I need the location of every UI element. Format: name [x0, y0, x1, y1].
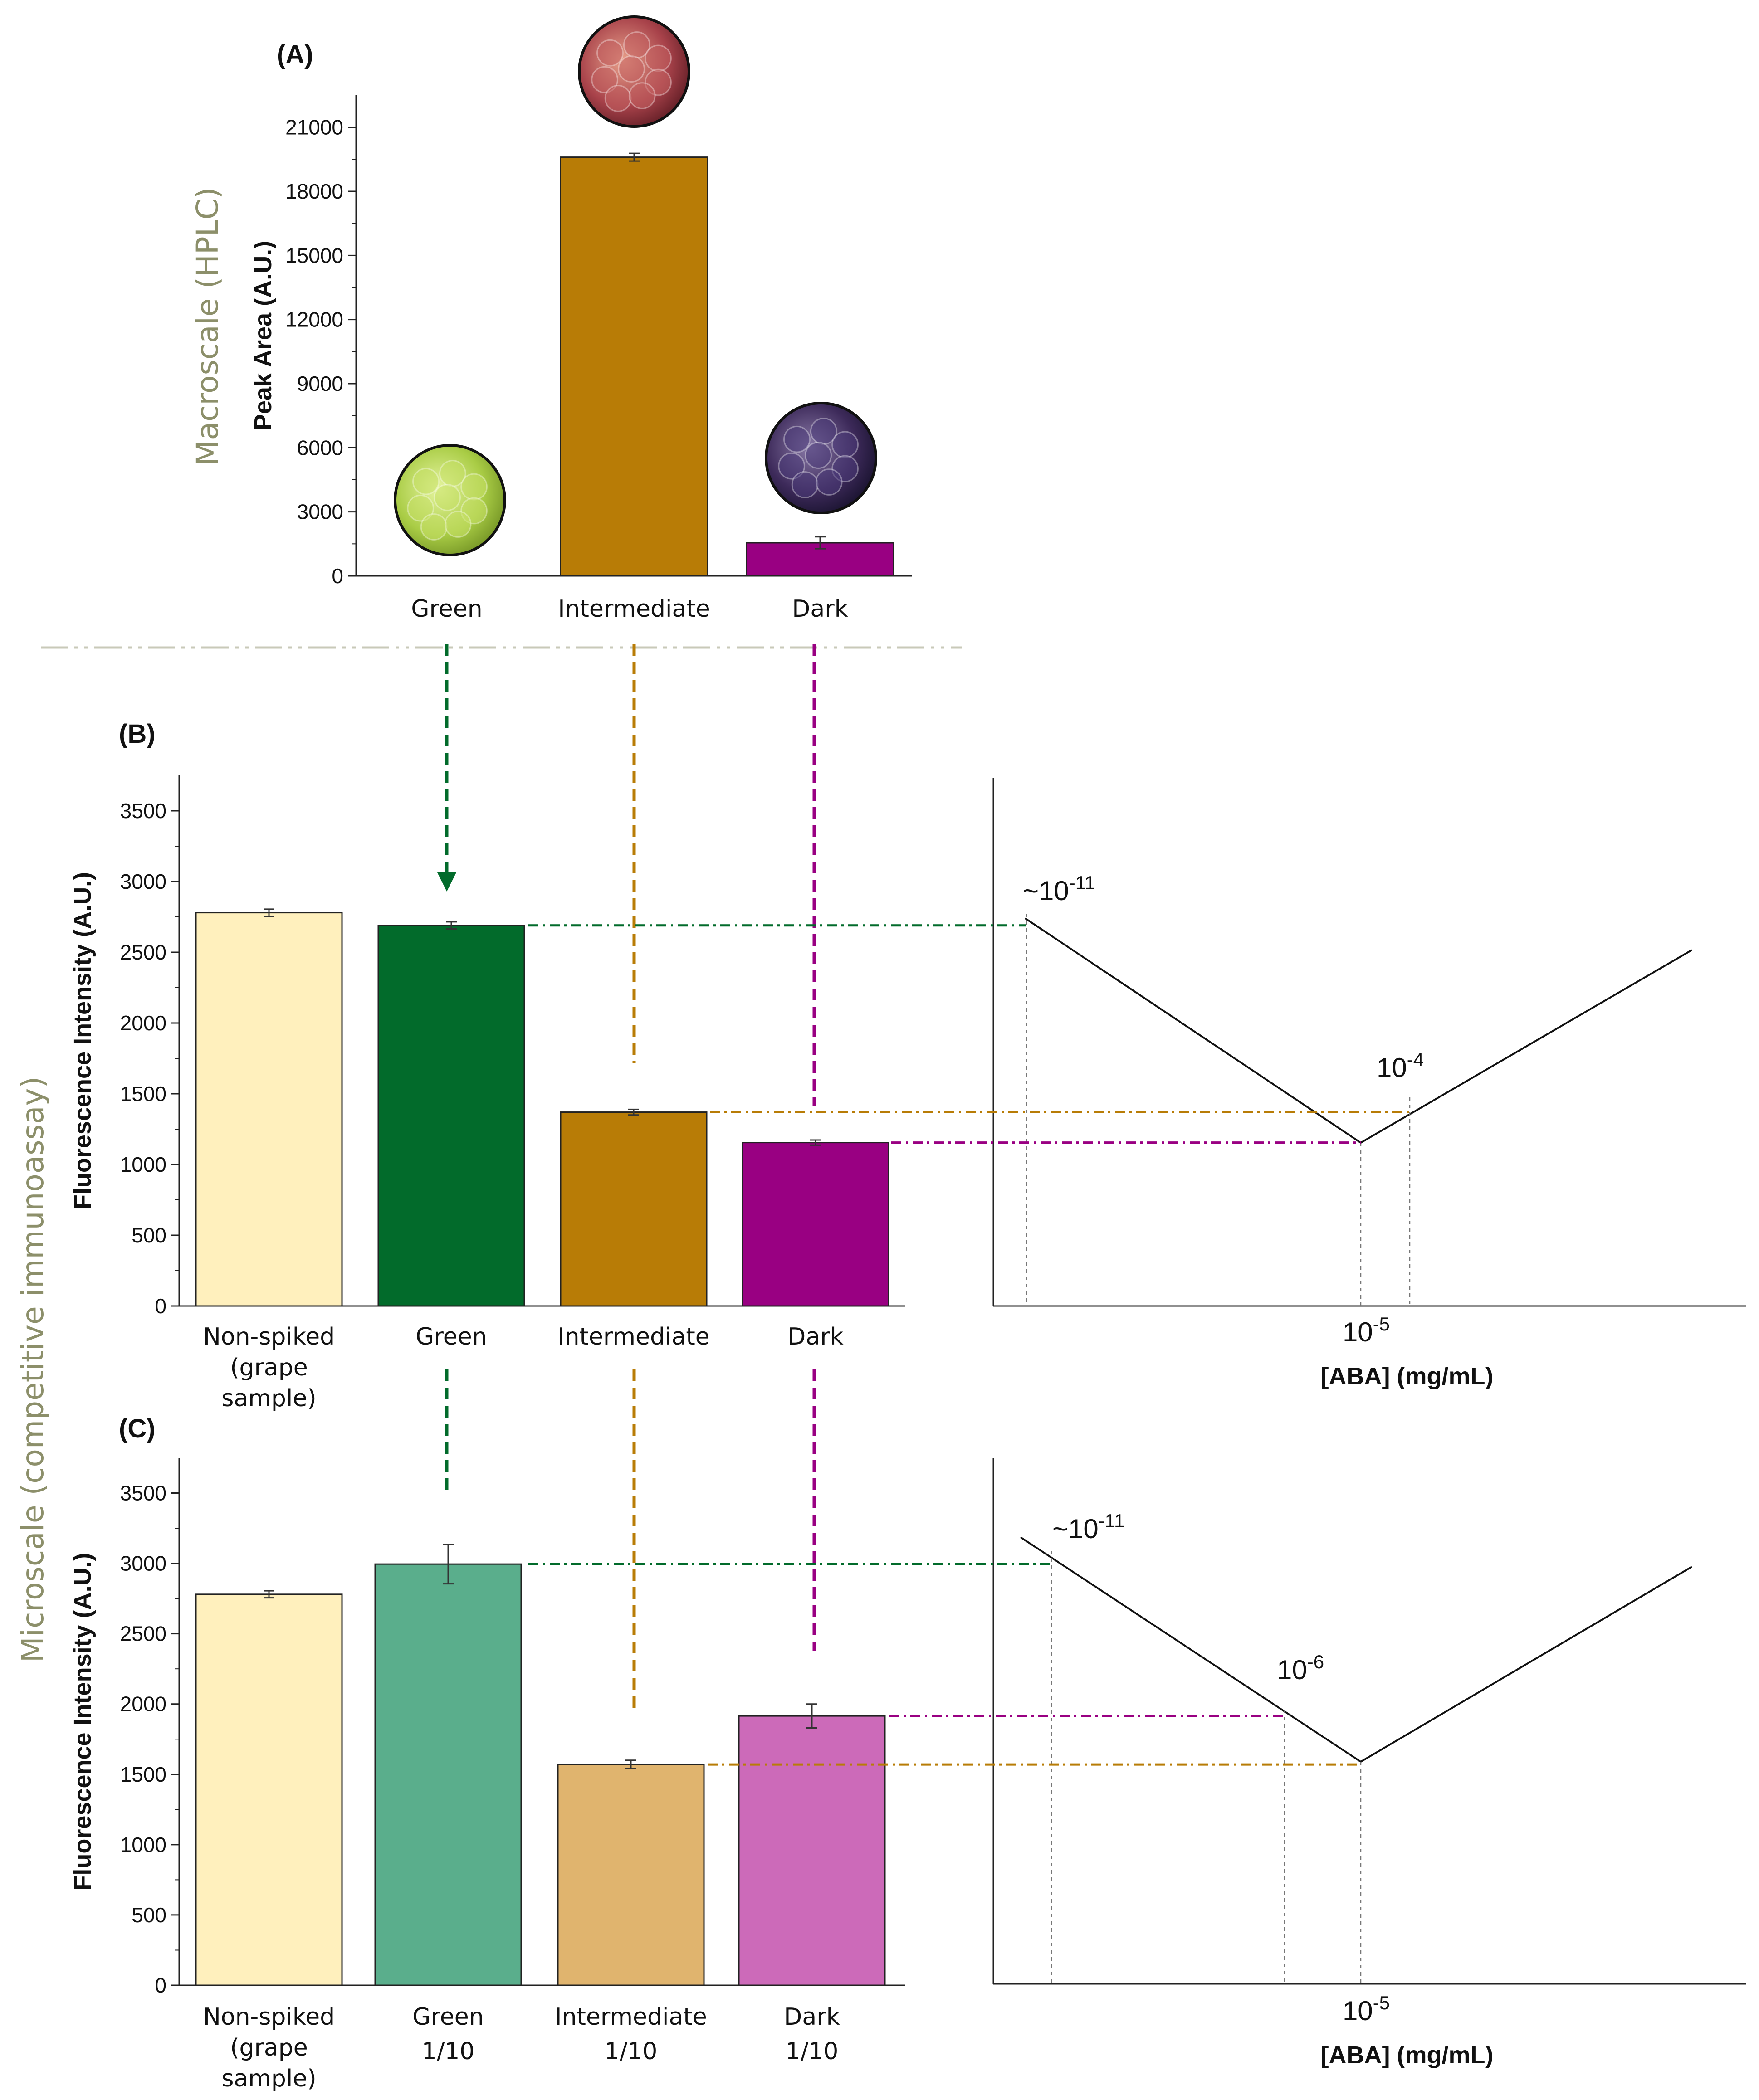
- y-tick-label: 2000: [120, 1011, 166, 1035]
- y-tick-label: 3500: [120, 799, 166, 823]
- grape-berry: [805, 442, 832, 469]
- x-category-label: Green: [411, 595, 482, 623]
- grape-berry: [783, 425, 811, 453]
- x-category-label: 1/10: [422, 2038, 475, 2065]
- curve-x-axis-title: [ABA] (mg/mL): [1321, 1363, 1494, 1390]
- y-tick-label: 3000: [297, 500, 343, 524]
- y-tick-label: 9000: [297, 372, 343, 395]
- connector-lines: [437, 644, 1410, 1766]
- grape-berry: [434, 484, 461, 511]
- panel-b-curve: 10-5 [ABA] (mg/mL) ~10-11 10-4: [992, 778, 1746, 1390]
- y-tick-label: 500: [132, 1903, 166, 1927]
- x-category-label: (grape: [230, 1354, 308, 1381]
- grape-berry: [645, 44, 672, 72]
- curve-x-tick-label: 10-5: [1343, 1313, 1390, 1347]
- grape-berry: [596, 39, 624, 67]
- macroscale-side-label: Macroscale (HPLC): [190, 187, 225, 466]
- y-tick-label: 1000: [120, 1153, 166, 1176]
- x-category-label: 1/10: [605, 2038, 658, 2065]
- grape-berry: [791, 471, 819, 498]
- y-tick-label: 3500: [120, 1481, 166, 1505]
- x-category-label: Dark: [787, 1323, 843, 1350]
- y-tick-label: 2500: [120, 1622, 166, 1646]
- panel-c-chart: 0 500 1000 1500 2000 2500 3000 3500 Fluorescence…: [69, 1414, 905, 2092]
- x-category-label: 1/10: [786, 2038, 839, 2065]
- grape-berry: [831, 431, 859, 458]
- x-category-label: Non-spiked: [203, 2003, 335, 2031]
- y-tick-label: 6000: [297, 436, 343, 459]
- y-tick-label: 1500: [120, 1082, 166, 1106]
- bar: [560, 1111, 708, 1307]
- bar: [742, 1142, 889, 1307]
- panel-b-chart: 0 500 1000 1500 2000 2500 3000 3500 Fluorescence…: [69, 719, 905, 1412]
- x-category-label: Intermediate: [557, 1323, 710, 1350]
- concentration-annotation: 10-4: [1377, 1049, 1424, 1083]
- grape-berry: [628, 82, 656, 109]
- concentration-annotation: ~10-11: [1023, 872, 1095, 906]
- curve-x-tick-label: 10-5: [1343, 1992, 1390, 2026]
- grape-berry: [407, 494, 434, 522]
- y-axis-title: Fluorescence Intensity (A.U.): [69, 1553, 96, 1890]
- x-category-label: Dark: [792, 595, 848, 623]
- x-category-label: Green: [415, 1323, 487, 1350]
- bar: [374, 1563, 522, 1986]
- x-category-label: (grape: [230, 2034, 308, 2061]
- y-tick-label: 1000: [120, 1833, 166, 1856]
- y-tick-label: 2000: [120, 1692, 166, 1716]
- grape-berry: [412, 468, 440, 495]
- panel-a-chart: 0 3000 6000 9000 12000 15000 18000 21000 Peak Ar…: [249, 15, 912, 623]
- grape-berry: [618, 55, 645, 83]
- grape-berry: [815, 468, 843, 496]
- panel-label: (A): [277, 40, 313, 69]
- v-shaped-response-curve: [1024, 917, 1693, 1144]
- y-tick-label: 12000: [285, 308, 343, 331]
- panel-label: (B): [119, 719, 156, 749]
- curve-x-axis-title: [ABA] (mg/mL): [1321, 2042, 1494, 2069]
- y-tick-label: 0: [155, 1294, 166, 1318]
- y-tick-label: 500: [132, 1223, 166, 1247]
- bar: [195, 1593, 343, 1986]
- panel-label: (C): [119, 1414, 156, 1443]
- y-tick-label: 0: [332, 564, 343, 588]
- v-shaped-response-curve: [1020, 1536, 1693, 1763]
- y-axis-title: Peak Area (A.U.): [249, 241, 277, 430]
- grape-berry: [420, 513, 448, 541]
- y-tick-label: 21000: [285, 116, 343, 139]
- grape-berry: [444, 511, 472, 538]
- bar: [560, 156, 708, 577]
- grape-berry: [460, 473, 488, 501]
- bar: [557, 1764, 705, 1986]
- y-tick-label: 18000: [285, 180, 343, 203]
- bar: [738, 1715, 886, 1986]
- panel-c-curve: 10-5 [ABA] (mg/mL) ~10-11 10-6: [992, 1458, 1746, 2069]
- x-category-label: Green: [412, 2003, 484, 2031]
- y-tick-label: 0: [155, 1973, 166, 1997]
- concentration-annotation: ~10-11: [1052, 1510, 1124, 1544]
- concentration-annotation: 10-6: [1277, 1651, 1324, 1685]
- y-tick-label: 3000: [120, 870, 166, 893]
- y-tick-label: 2500: [120, 940, 166, 964]
- microscale-side-label: Microscale (competitive immunoassay): [15, 1077, 50, 1662]
- grape-berry: [778, 452, 805, 480]
- x-category-label: sample): [221, 1385, 316, 1412]
- x-category-label: Non-spiked: [203, 1323, 335, 1350]
- x-category-label: Dark: [784, 2003, 840, 2031]
- y-tick-label: 1500: [120, 1763, 166, 1786]
- grape-berry: [591, 66, 618, 93]
- grape-berry: [604, 85, 632, 112]
- x-category-label: sample): [221, 2065, 316, 2092]
- y-tick-label: 3000: [120, 1552, 166, 1575]
- x-category-label: Intermediate: [558, 595, 710, 623]
- y-axis-title: Fluorescence Intensity (A.U.): [69, 872, 96, 1209]
- x-category-label: Intermediate: [555, 2003, 707, 2031]
- bar: [377, 925, 525, 1307]
- y-tick-label: 15000: [285, 244, 343, 267]
- bar: [195, 912, 343, 1307]
